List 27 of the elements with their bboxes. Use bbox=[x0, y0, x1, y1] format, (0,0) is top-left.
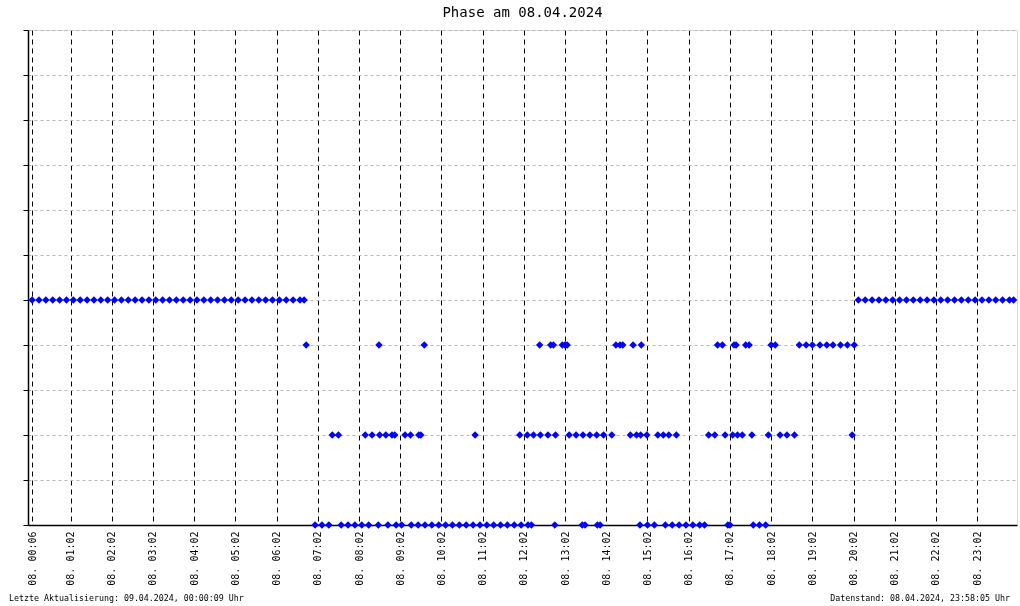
x-tick-label: 08. 22:02 bbox=[930, 531, 942, 586]
x-tick-label: 08. 05:02 bbox=[229, 531, 241, 586]
x-tick-label: 08. 13:02 bbox=[559, 531, 571, 586]
chart-title: Phase am 08.04.2024 bbox=[442, 3, 603, 20]
text: Datenstand: 08.04.2024, 23:58:05 Uhr bbox=[830, 593, 1010, 603]
x-tick-label: 08. 15:02 bbox=[642, 531, 653, 586]
x-tick-label: 08. 09:02 bbox=[394, 531, 406, 586]
x-tick-label: 08. 06:02 bbox=[271, 531, 283, 586]
x-tick-label: 08. 16:02 bbox=[683, 531, 695, 586]
x-tick-label: 08. 18:02 bbox=[765, 531, 777, 586]
x-tick-label: 08. 19:02 bbox=[806, 531, 818, 586]
x-tick-label: 08. 12:02 bbox=[518, 531, 530, 586]
x-tick-label: 08. 23:02 bbox=[971, 531, 983, 586]
x-tick-label: 08. 00:06 bbox=[26, 531, 38, 586]
x-tick-label: 08. 07:02 bbox=[312, 531, 324, 586]
x-tick-label: 08. 08:02 bbox=[353, 531, 365, 586]
x-tick-label: 08. 01:02 bbox=[65, 531, 77, 586]
text: Letzte Aktualisierung: 09.04.2024, 00:00:09 Uhr bbox=[9, 593, 244, 603]
x-tick-label: 08. 10:02 bbox=[435, 531, 447, 586]
x-tick-label: 08. 11:02 bbox=[477, 531, 489, 586]
x-tick-label: 08. 20:02 bbox=[848, 531, 860, 586]
x-tick-label: 08. 02:02 bbox=[106, 531, 118, 586]
x-tick-label: 08. 14:02 bbox=[600, 531, 612, 586]
x-tick-label: 08. 21:02 bbox=[889, 531, 901, 586]
x-tick-label: 08. 17:02 bbox=[724, 531, 736, 586]
x-tick-label: 08. 04:02 bbox=[188, 531, 200, 586]
x-tick-label: 08. 03:02 bbox=[147, 531, 159, 586]
